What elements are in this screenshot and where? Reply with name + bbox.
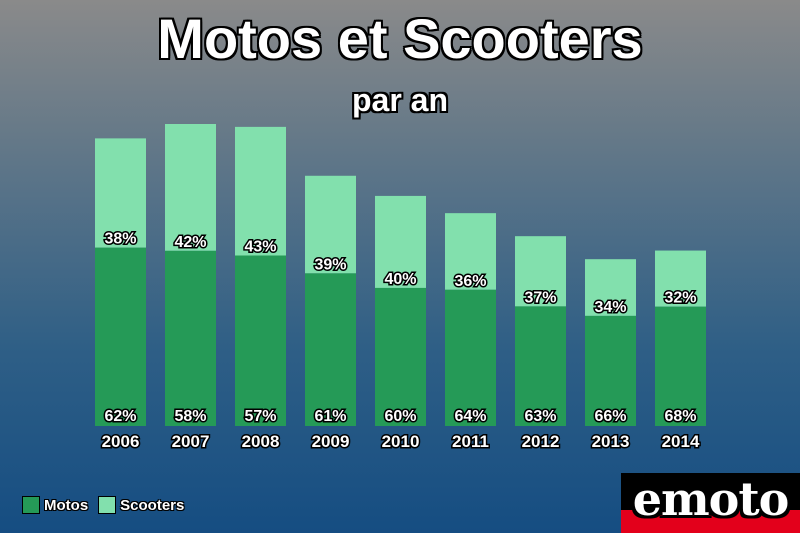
bar-motos-2012 (515, 306, 566, 426)
x-tick-label-2013: 2013 (592, 432, 630, 451)
x-tick-label-2012: 2012 (522, 432, 560, 451)
bar-scooters-2010 (375, 195, 426, 288)
data-label-scooters-2010: 40% (384, 271, 416, 288)
legend-label-motos: Motos (44, 496, 89, 514)
x-tick-label-2007: 2007 (172, 432, 210, 451)
data-label-motos-2007: 58% (174, 408, 206, 425)
legend-item-motos: Motos (22, 496, 88, 514)
bar-scooters-2008 (235, 126, 286, 256)
data-label-motos-2006: 62% (104, 408, 136, 425)
bar-motos-2013 (585, 315, 636, 426)
bar-scooters-2006 (95, 138, 146, 248)
stacked-bar-chart: 38% 62% 2006 42% 58% 2007 43% 57% 2008 39% 61% 2009… (95, 124, 706, 453)
chart-title: Motos et Scooters (157, 7, 643, 70)
legend-item-scooters: Scooters (98, 496, 184, 514)
chart-subtitle: par an (351, 82, 449, 118)
data-label-scooters-2012: 37% (524, 289, 556, 306)
data-label-scooters-2013: 34% (594, 299, 626, 316)
x-tick-label-2010: 2010 (382, 432, 420, 451)
legend-label-scooters: Scooters (120, 496, 185, 514)
logo-red-band (621, 510, 800, 533)
logo-text: emoto (632, 473, 790, 526)
bar-scooters-2011 (445, 213, 496, 290)
data-label-motos-2009: 61% (314, 408, 346, 425)
data-label-scooters-2008: 43% (244, 238, 276, 255)
bar-scooters-2007 (165, 124, 216, 251)
data-label-scooters-2011: 36% (454, 273, 486, 290)
bar-scooters-2014 (655, 250, 706, 307)
bar-scooters-2009 (305, 175, 356, 274)
data-label-motos-2008: 57% (244, 408, 276, 425)
bar-motos-2008 (235, 255, 286, 426)
bar-motos-2011 (445, 289, 496, 426)
legend: Motos Scooters (22, 496, 184, 514)
data-label-scooters-2009: 39% (314, 256, 346, 273)
bar-motos-2014 (655, 306, 706, 426)
bar-motos-2006 (95, 247, 146, 426)
legend-swatch-motos (22, 496, 40, 514)
x-tick-label-2008: 2008 (242, 432, 280, 451)
data-label-scooters-2006: 38% (104, 231, 136, 248)
emoto-logo: emoto (621, 473, 800, 533)
data-label-motos-2011: 64% (454, 408, 486, 425)
bar-motos-2007 (165, 250, 216, 426)
bar-scooters-2012 (515, 236, 566, 307)
x-tick-label-2014: 2014 (662, 432, 700, 451)
data-label-scooters-2014: 32% (664, 290, 696, 307)
data-label-motos-2012: 63% (524, 408, 556, 425)
x-tick-label-2011: 2011 (452, 432, 489, 451)
bar-motos-2010 (375, 287, 426, 426)
bar-motos-2009 (305, 273, 356, 426)
data-label-motos-2010: 60% (384, 408, 416, 425)
data-label-scooters-2007: 42% (174, 234, 206, 251)
legend-swatch-scooters (98, 496, 117, 514)
bar-scooters-2013 (585, 259, 636, 316)
x-tick-label-2009: 2009 (312, 432, 350, 451)
data-label-motos-2014: 68% (664, 408, 696, 425)
data-label-motos-2013: 66% (594, 408, 626, 425)
x-tick-label-2006: 2006 (102, 432, 140, 451)
